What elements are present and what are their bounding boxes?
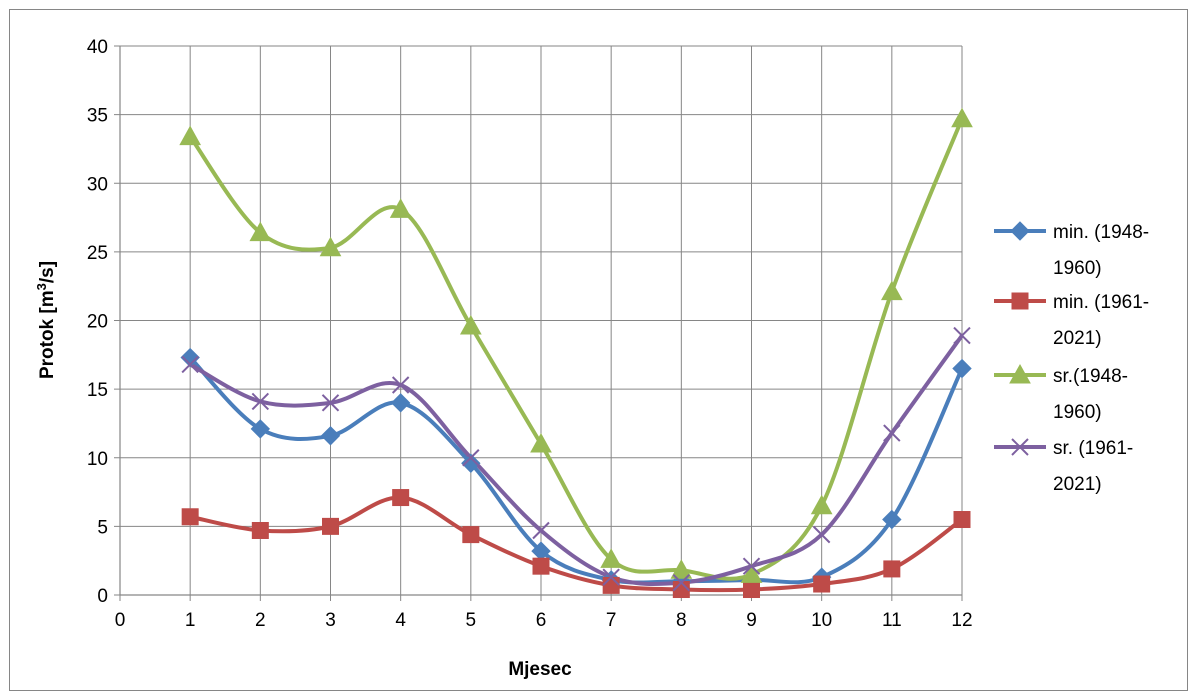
x-tick-label: 10: [811, 610, 832, 631]
series-1-marker: [180, 347, 200, 368]
x-tick-label: 1: [185, 610, 196, 631]
x-tick-label: 5: [466, 610, 477, 631]
x-tick-label: 12: [951, 610, 972, 631]
series-3-marker: [740, 563, 763, 583]
legend: min. (1948- 1960) min. (1961- 2021) sr.(1948…: [994, 221, 1149, 495]
series-4-marker: [742, 557, 761, 575]
legend-label: 1960): [1053, 402, 1102, 423]
series-3-marker: [319, 236, 342, 257]
series-4-marker: [672, 573, 691, 592]
series-2-marker: [322, 517, 339, 535]
legend-swatch-marker: [1011, 438, 1029, 456]
y-tick-label: 0: [97, 586, 108, 607]
series-2-marker: [532, 557, 550, 575]
y-axis-title-tail: /s]: [37, 261, 58, 283]
y-tick-label: 5: [97, 517, 108, 538]
series-1-marker: [882, 509, 902, 530]
series-2-marker: [602, 576, 620, 594]
series-4-marker: [532, 521, 550, 540]
series-4-marker: [812, 525, 831, 544]
series-1-marker: [250, 419, 271, 439]
series-2-marker: [462, 526, 480, 544]
series-4-marker: [953, 326, 971, 345]
series-2-marker: [813, 575, 831, 593]
series-3-marker: [600, 548, 623, 568]
series-2-marker: [883, 560, 901, 578]
x-tick-label: 4: [395, 610, 406, 631]
y-tick-label: 20: [87, 312, 108, 333]
series-3-marker: [179, 125, 202, 146]
legend-label: sr.(1948-: [1053, 366, 1128, 387]
legend-label: sr. (1961-: [1053, 438, 1133, 459]
legend-item-3: sr.(1948- 1960): [994, 363, 1128, 423]
series-4-marker: [883, 424, 901, 442]
series-markers: [179, 107, 973, 599]
series-1-marker: [320, 426, 341, 446]
x-tick-label: 7: [606, 610, 617, 631]
series-3-marker: [389, 198, 412, 218]
series-3-marker: [459, 314, 482, 335]
series-lines: [188, 117, 964, 593]
series-3-marker: [530, 432, 552, 453]
legend-swatch-marker: [1009, 363, 1031, 384]
legend-swatch-marker: [1011, 292, 1029, 310]
x-tick-label: 3: [325, 610, 336, 631]
series-1-marker: [461, 453, 481, 473]
y-axis-title: Protok [m3/s]: [34, 261, 58, 379]
series-3-marker: [810, 494, 833, 515]
series-2-marker: [743, 581, 760, 599]
series-line-4: [189, 334, 964, 586]
legend-label: 2021): [1053, 474, 1102, 495]
series-4-marker: [251, 392, 270, 411]
series-2-marker: [181, 508, 199, 526]
series-4-marker: [321, 394, 340, 412]
series-1-marker: [952, 358, 972, 379]
x-tick-label: 0: [115, 610, 126, 631]
series-4-marker: [602, 568, 620, 586]
y-axis-title-sup: 3: [34, 283, 49, 290]
y-tick-label: 40: [87, 37, 108, 58]
series-4-marker: [391, 376, 410, 394]
series-3-marker: [880, 280, 903, 301]
series-3-marker: [249, 221, 272, 242]
series-4-marker: [181, 355, 199, 374]
legend-item-2: min. (1961- 2021): [994, 292, 1149, 349]
series-3-marker: [951, 107, 973, 128]
legend-item-4: sr. (1961- 2021): [994, 438, 1133, 495]
y-tick-label: 35: [87, 106, 108, 127]
series-3-marker: [670, 559, 693, 579]
series-1-marker: [390, 393, 411, 413]
x-tick-label: 8: [676, 610, 687, 631]
x-tick-label: 2: [255, 610, 266, 631]
x-tick-label: 11: [882, 610, 902, 631]
legend-item-1: min. (1948- 1960): [994, 221, 1149, 279]
y-axis-title-main: Protok [m: [37, 290, 58, 379]
series-line-3: [188, 117, 964, 581]
axes: [114, 45, 963, 601]
y-tick-label: 30: [87, 174, 108, 195]
series-4-marker: [462, 449, 480, 467]
grid: [119, 45, 963, 596]
legend-label: 1960): [1053, 258, 1102, 279]
legend-label: 2021): [1053, 328, 1102, 349]
legend-swatch-marker: [1010, 221, 1030, 241]
y-tick-label: 10: [87, 449, 108, 470]
series-2-marker: [251, 521, 269, 539]
y-tick-label: 25: [87, 243, 108, 264]
y-tick-label: 15: [87, 380, 108, 401]
x-axis-title: Mjesec: [508, 659, 572, 680]
series-line-1: [188, 356, 964, 585]
x-tick-label: 9: [746, 610, 757, 631]
series-2-marker: [392, 489, 410, 507]
legend-label: min. (1961-: [1053, 292, 1149, 313]
legend-label: min. (1948-: [1053, 222, 1149, 243]
x-tick-label: 6: [536, 610, 547, 631]
series-2-marker: [953, 511, 971, 529]
